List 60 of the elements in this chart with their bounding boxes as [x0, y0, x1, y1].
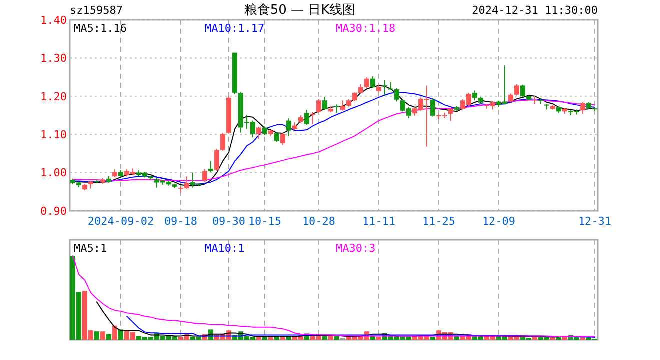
candlestick	[448, 108, 454, 122]
text: MA10:1.17	[205, 22, 265, 35]
text: MA10:1	[205, 242, 245, 255]
candlestick	[364, 77, 370, 88]
y-tick-label: 0.90	[40, 204, 67, 218]
x-tick-label: 2024-09-02	[88, 215, 154, 228]
candlestick	[214, 148, 220, 172]
bar	[328, 336, 334, 340]
x-tick-label: 12-09	[482, 215, 516, 228]
bar	[430, 337, 436, 340]
x-tick-label: 09-18	[164, 215, 198, 228]
candlestick	[286, 118, 292, 138]
candlestick	[280, 132, 286, 146]
candlestick	[352, 92, 358, 102]
y-tick-label: 1.00	[40, 166, 67, 180]
candlestick	[514, 84, 520, 96]
text: MA30:3	[336, 242, 376, 255]
bar	[112, 326, 118, 340]
x-tick-label: 10-28	[302, 215, 336, 228]
text: sz159587	[70, 4, 123, 17]
y-tick-label: 1.30	[40, 52, 67, 66]
candlestick	[430, 98, 436, 118]
candlestick	[520, 84, 526, 98]
x-tick-label: 11-11	[362, 215, 396, 228]
candlestick	[274, 132, 280, 143]
candlestick	[316, 98, 322, 114]
candlestick	[370, 76, 376, 88]
bar	[562, 337, 568, 340]
x-tick-label: 10-15	[248, 215, 282, 228]
bar	[556, 337, 562, 340]
y-tick-label: 1.40	[40, 14, 67, 27]
candlestick	[208, 160, 214, 173]
x-tick-label: 11-25	[422, 215, 456, 228]
y-tick-label: 1.10	[40, 128, 67, 142]
bar	[118, 330, 124, 340]
candlestick	[358, 84, 364, 94]
bar	[376, 337, 382, 340]
text: MA5:1.16	[74, 22, 127, 35]
candlestick	[304, 110, 310, 126]
candlestick	[472, 90, 478, 102]
bar	[280, 337, 286, 340]
bar	[334, 336, 340, 340]
y-tick-label: 1.20	[40, 90, 67, 104]
text: 2024-12-31 11:30:00	[472, 4, 598, 17]
candlestick	[382, 79, 388, 96]
candlestick	[202, 168, 208, 182]
bar	[94, 332, 100, 340]
x-tick-label: 12-31	[578, 215, 612, 228]
chart-title: 粮食50 — 日K线图	[244, 3, 356, 18]
bar	[322, 336, 328, 340]
text: MA30:1.18	[336, 22, 396, 35]
candlestick	[322, 96, 328, 111]
candlestick	[256, 126, 262, 140]
candlestick	[580, 102, 586, 114]
x-tick-label: 09-30	[212, 215, 246, 228]
bar	[100, 332, 106, 340]
text: MA5:1	[74, 242, 108, 255]
candlestick	[340, 100, 346, 112]
bar	[106, 334, 112, 340]
candlestick	[220, 132, 226, 152]
